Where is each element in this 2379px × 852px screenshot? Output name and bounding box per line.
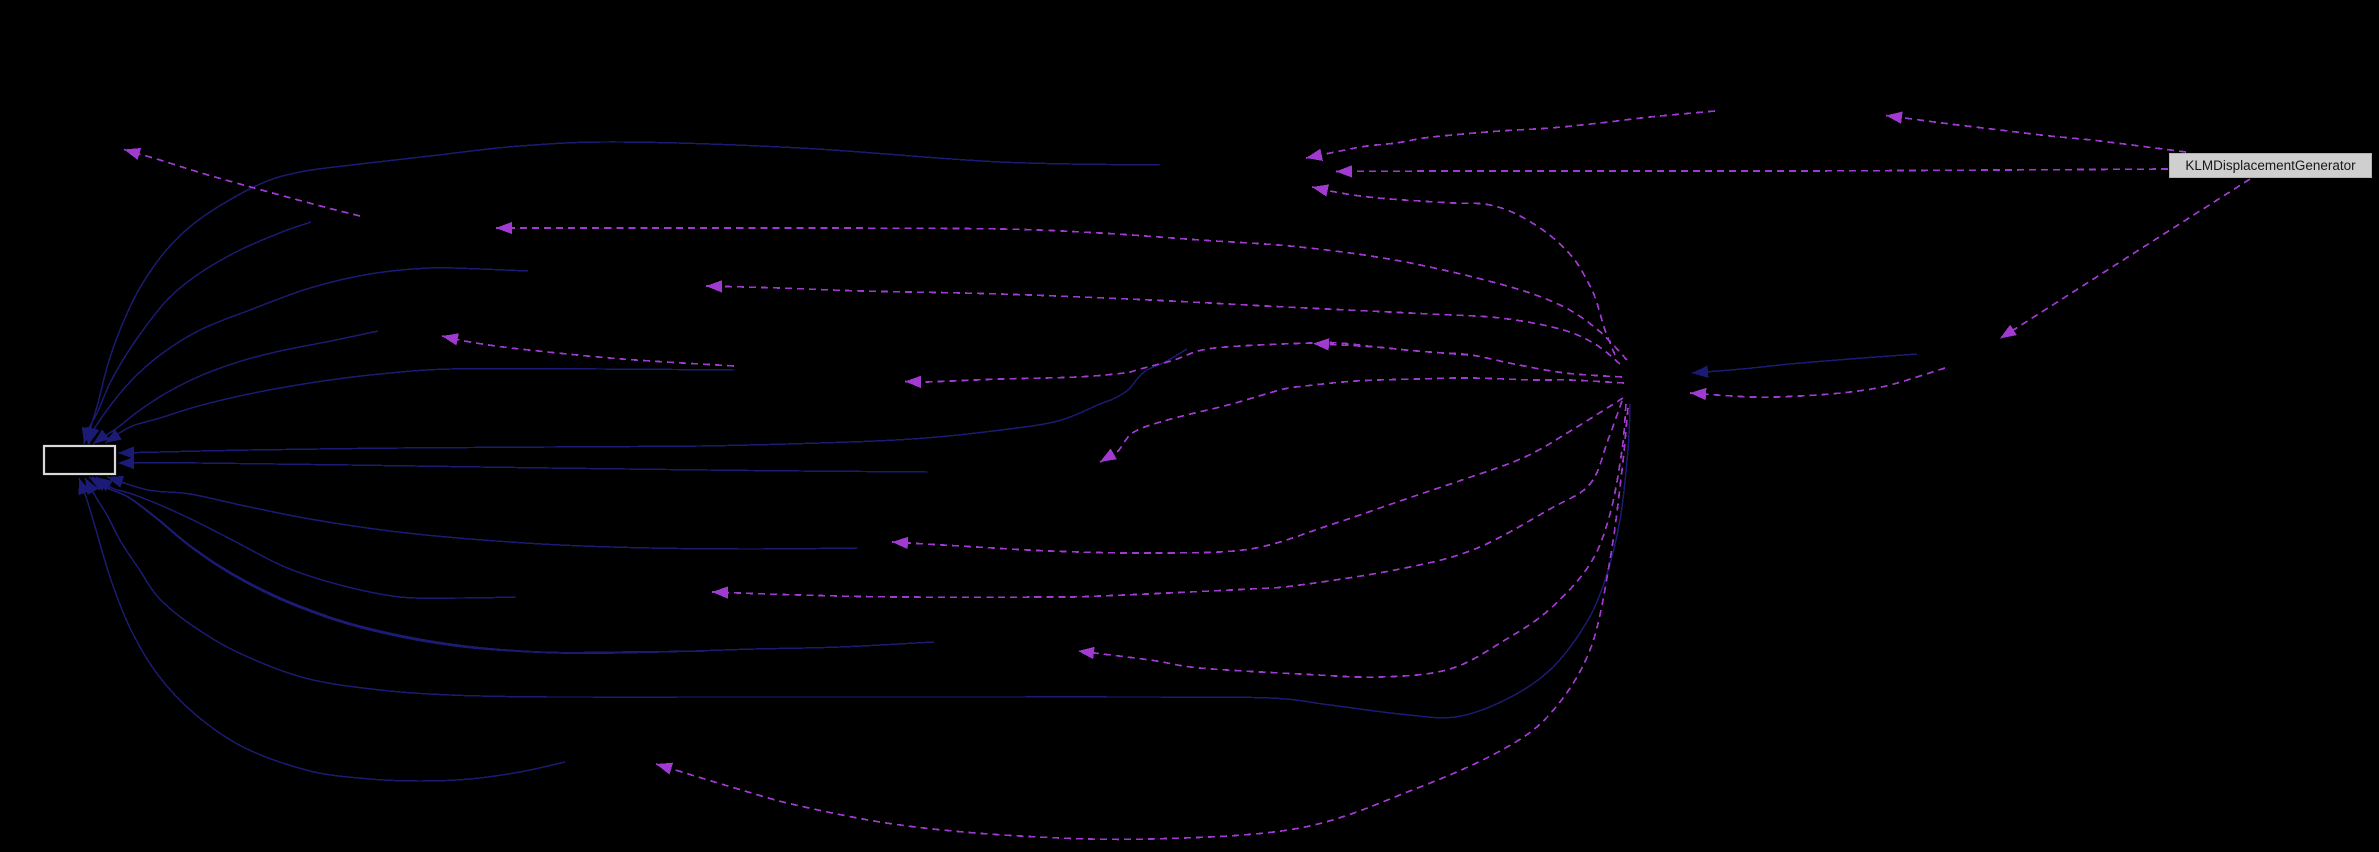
svg-text:KLMDisplacementGenerator: KLMDisplacementGenerator bbox=[2185, 158, 2356, 173]
